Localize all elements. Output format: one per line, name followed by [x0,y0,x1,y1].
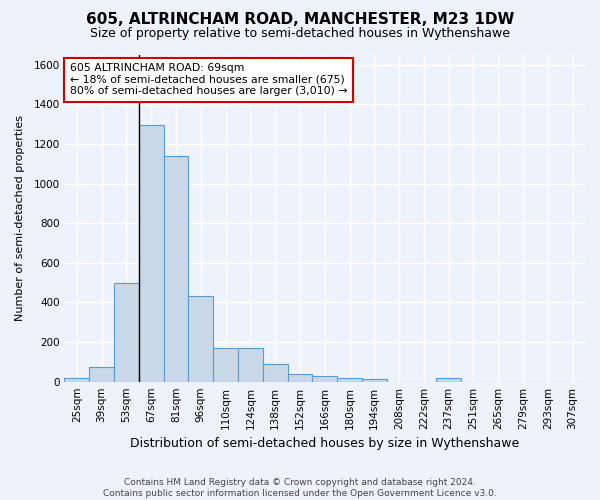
Text: 605 ALTRINCHAM ROAD: 69sqm
← 18% of semi-detached houses are smaller (675)
80% o: 605 ALTRINCHAM ROAD: 69sqm ← 18% of semi… [70,63,347,96]
Bar [164,156,188,382]
Bar [287,374,313,382]
Bar [213,348,238,382]
Bar [337,378,362,382]
Text: Contains HM Land Registry data © Crown copyright and database right 2024.
Contai: Contains HM Land Registry data © Crown c… [103,478,497,498]
Bar [263,364,287,382]
Bar [313,376,337,382]
Y-axis label: Number of semi-detached properties: Number of semi-detached properties [15,116,25,322]
X-axis label: Distribution of semi-detached houses by size in Wythenshawe: Distribution of semi-detached houses by … [130,437,520,450]
Text: Size of property relative to semi-detached houses in Wythenshawe: Size of property relative to semi-detach… [90,28,510,40]
Bar [362,380,386,382]
Bar [188,296,213,382]
Bar [89,368,114,382]
Text: 605, ALTRINCHAM ROAD, MANCHESTER, M23 1DW: 605, ALTRINCHAM ROAD, MANCHESTER, M23 1D… [86,12,514,28]
Bar [238,348,263,382]
Bar [139,126,164,382]
Bar [64,378,89,382]
Bar [114,282,139,382]
Bar [436,378,461,382]
